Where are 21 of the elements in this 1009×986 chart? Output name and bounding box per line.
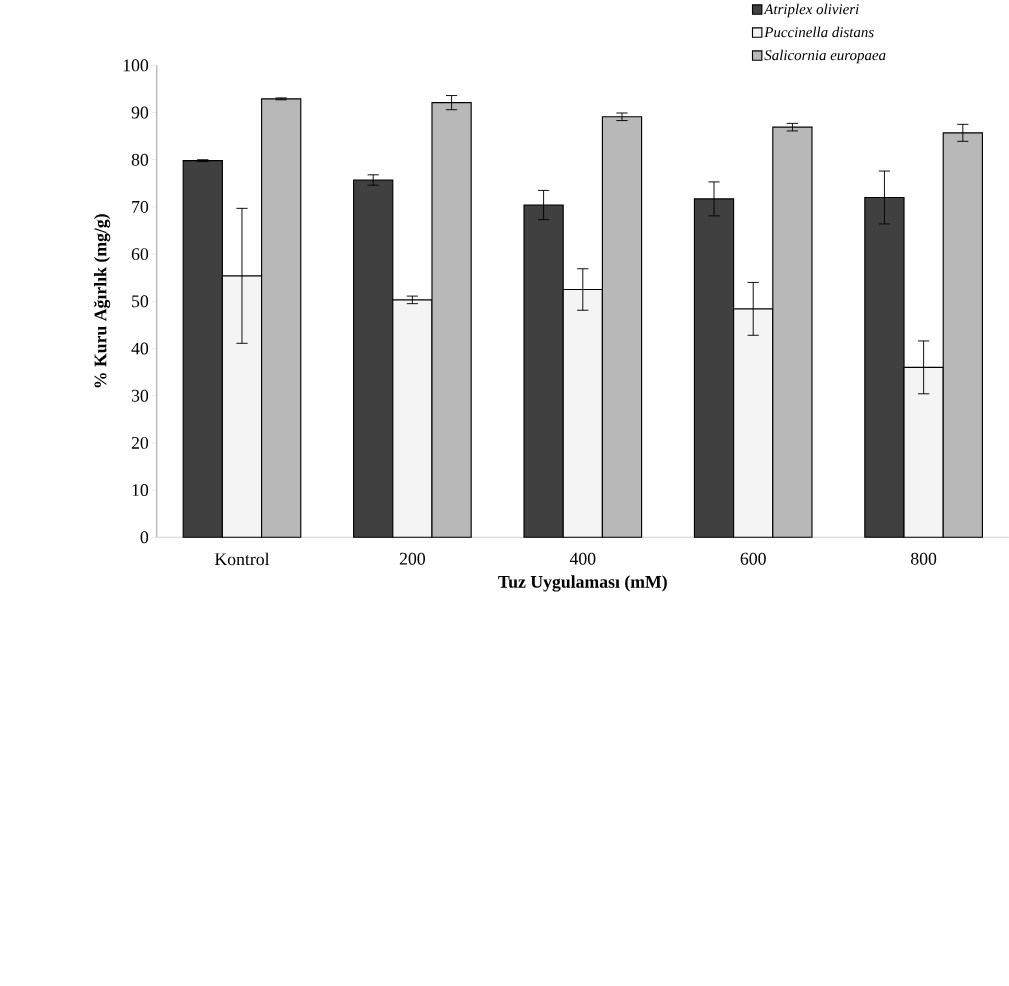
x-tick-label: 400 [569, 552, 596, 565]
y-tick-label: 70 [132, 201, 149, 214]
y-tick-label: 40 [131, 342, 149, 355]
legend-label: Salicornia europaea [764, 49, 886, 64]
y-tick-label: 60 [131, 248, 149, 261]
y-tick-label: 30 [131, 389, 149, 402]
y-tick-label: 90 [131, 106, 149, 119]
x-tick-label: Kontrol [214, 552, 270, 566]
x-tick-label: 600 [740, 552, 766, 565]
legend-label: Puccinella distans [764, 26, 874, 38]
y-tick-label: 0 [140, 531, 149, 544]
y-axis-title: % Kuru Ağırlık (mg/g) [93, 214, 111, 388]
legend-label: Atriplex olivieri [763, 3, 859, 18]
y-tick-label: 10 [132, 484, 149, 497]
y-tick-label: 50 [132, 295, 149, 308]
y-tick-label: 20 [131, 437, 149, 450]
y-tick-label: 100 [123, 59, 149, 72]
x-axis-title: Tuz Uygulaması (mM) [498, 575, 667, 592]
x-tick-label: 800 [911, 552, 937, 565]
y-tick-label: 80 [131, 153, 149, 166]
x-tick-label: 200 [399, 552, 425, 565]
